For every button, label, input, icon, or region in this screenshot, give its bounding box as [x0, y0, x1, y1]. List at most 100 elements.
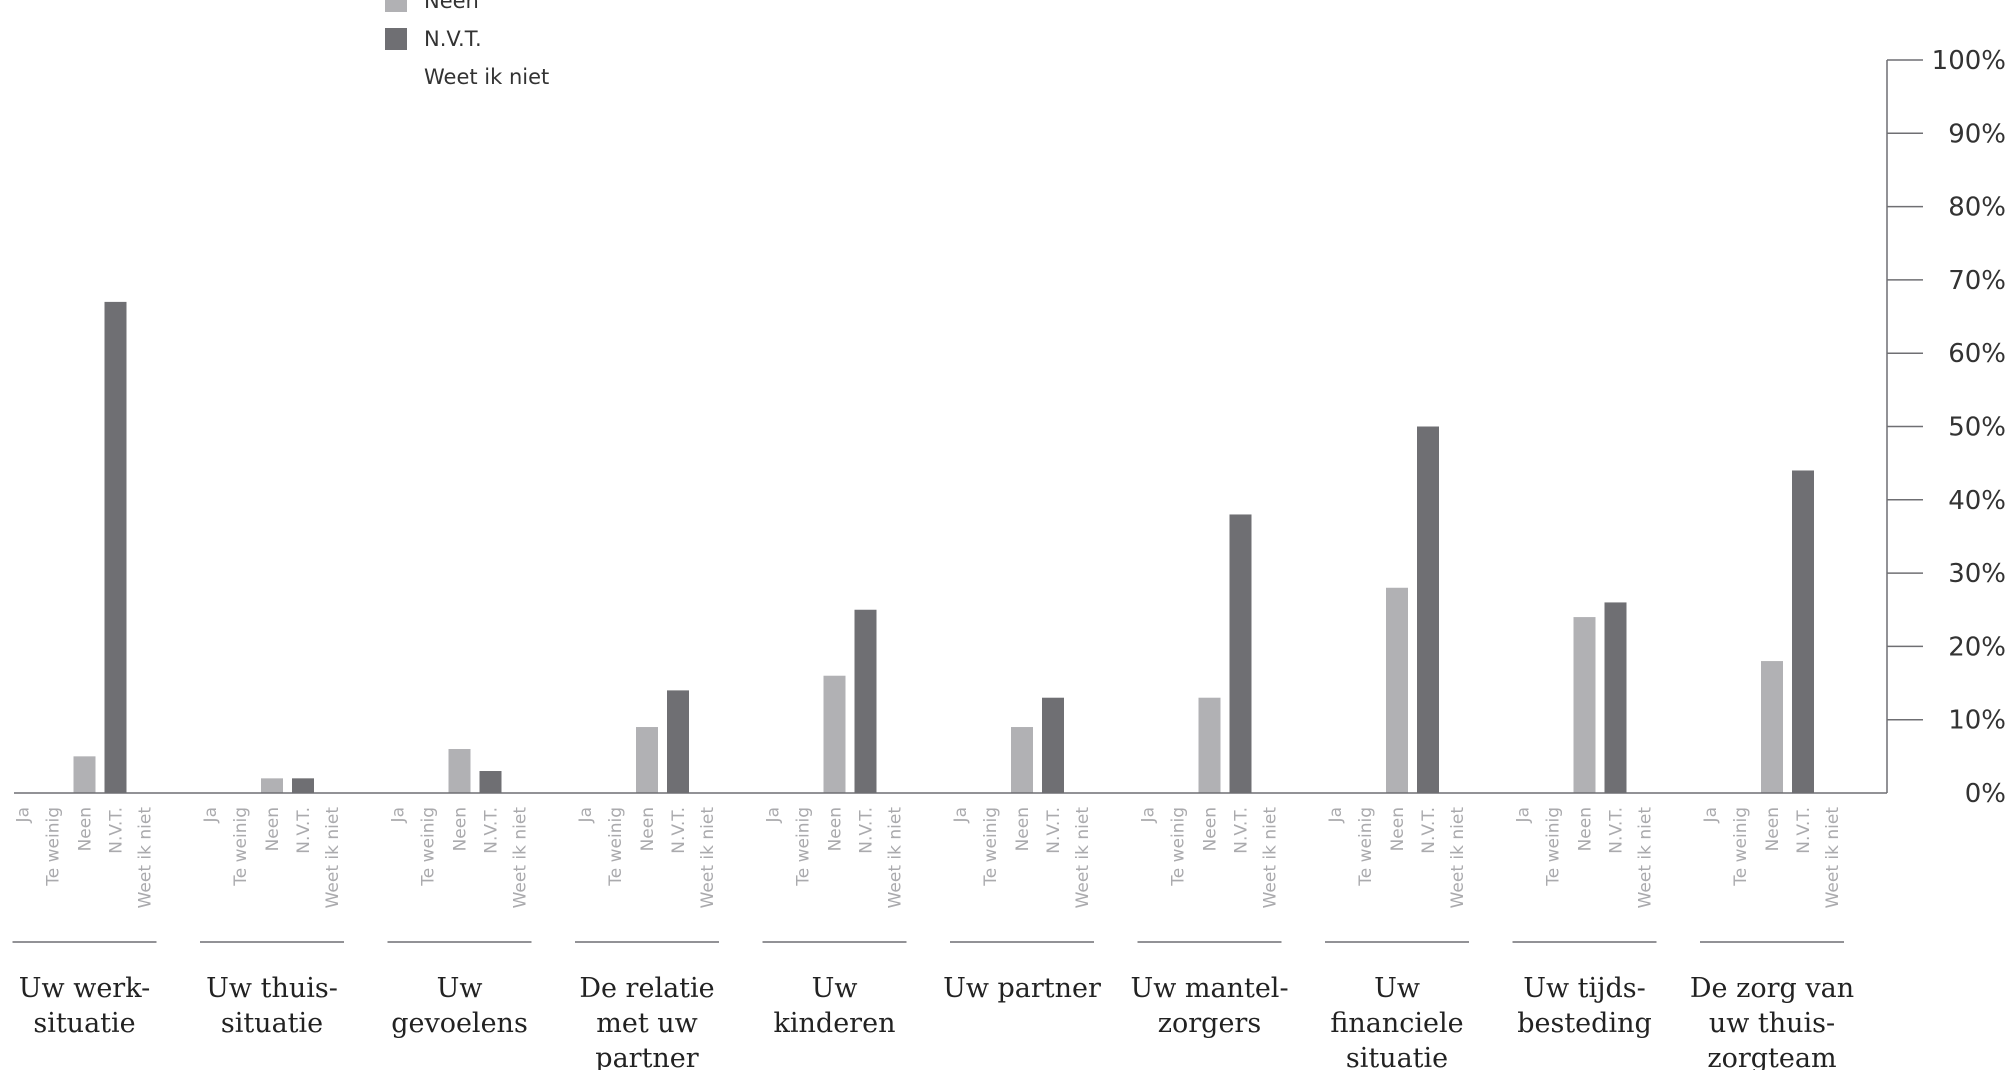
subcategory-label: Te weinig — [1544, 807, 1564, 887]
bar-neen — [823, 675, 846, 793]
legend-label: Weet ik niet — [424, 65, 549, 89]
bar-n-v-t- — [1604, 602, 1627, 793]
subcategory-label: Te weinig — [981, 807, 1001, 887]
subcategory-label: Neen — [638, 807, 658, 851]
bar-n-v-t- — [292, 778, 314, 793]
subcategory-label: Neen — [1388, 807, 1408, 851]
bar-neen — [261, 778, 283, 793]
group-label: zorgers — [1158, 1008, 1261, 1039]
subcategory-label: N.V.T. — [1232, 807, 1252, 854]
subcategory-label: Ja — [576, 807, 596, 823]
y-tick-label: 90% — [1948, 119, 2006, 149]
subcategory-label: Weet ik niet — [1823, 807, 1843, 909]
y-tick-label: 100% — [1932, 46, 2006, 76]
group-label: Uw tijds- — [1523, 973, 1646, 1004]
subcategory-label: Te weinig — [419, 807, 439, 887]
y-tick-label: 10% — [1948, 706, 2006, 736]
subcategory-label: Te weinig — [231, 807, 251, 887]
group-label: Uw thuis- — [206, 973, 338, 1004]
subcategory-labels: Ja Te weinig Neen N.V.T. Weet ik niet Ja Te we… — [14, 807, 1844, 909]
subcategory-label: Neen — [451, 807, 471, 851]
bar-n-v-t- — [1042, 697, 1064, 793]
subcategory-label: Neen — [1201, 807, 1221, 851]
subcategory-label: Ja — [1701, 807, 1721, 823]
subcategory-label: Weet ik niet — [886, 807, 906, 909]
bars — [73, 301, 1814, 793]
subcategory-label: Te weinig — [794, 807, 814, 887]
subcategory-label: N.V.T. — [1419, 807, 1439, 854]
subcategory-label: Weet ik niet — [1636, 807, 1656, 909]
y-tick-label: 60% — [1948, 339, 2006, 369]
subcategory-label: N.V.T. — [1794, 807, 1814, 854]
bar-neen — [1386, 587, 1408, 793]
subcategory-label: Weet ik niet — [136, 807, 156, 909]
legend-label: Neen — [424, 0, 479, 13]
subcategory-label: Ja — [951, 807, 971, 823]
group-label: Uw — [812, 973, 858, 1004]
y-axis: 0% 10% 20% 30% 40% 50% 60% 70% 80% 90% 100% — [14, 46, 2006, 809]
group-label: kinderen — [774, 1008, 896, 1039]
bar-neen — [1573, 617, 1596, 793]
subcategory-label: N.V.T. — [482, 807, 502, 854]
y-tick-label: 80% — [1948, 193, 2006, 223]
subcategory-label: Neen — [1576, 807, 1596, 851]
subcategory-label: Ja — [764, 807, 784, 823]
subcategory-label: Weet ik niet — [698, 807, 718, 909]
subcategory-label: Neen — [826, 807, 846, 851]
subcategory-label: N.V.T. — [294, 807, 314, 854]
group-label: Uw partner — [943, 973, 1101, 1004]
bar-neen — [1198, 697, 1221, 793]
bar-n-v-t- — [104, 301, 127, 793]
subcategory-label: Ja — [1139, 807, 1159, 823]
subcategory-label: Weet ik niet — [511, 807, 531, 909]
legend-label: N.V.T. — [424, 27, 482, 51]
subcategory-label: Weet ik niet — [323, 807, 343, 909]
group-label: uw thuis- — [1709, 1008, 1835, 1039]
bar-n-v-t- — [479, 771, 502, 793]
group-label: gevoelens — [391, 1008, 528, 1039]
bar-neen — [448, 749, 471, 793]
group-label: partner — [595, 1043, 699, 1070]
subcategory-label: N.V.T. — [857, 807, 877, 854]
group-label: De zorg van — [1690, 973, 1854, 1004]
y-tick-label: 70% — [1948, 266, 2006, 296]
group-labels: Uw werk-situatie Uw thuis-situatie Uw gevoe… — [12, 941, 1854, 1070]
group-label: besteding — [1517, 1008, 1652, 1039]
bar-n-v-t- — [1417, 426, 1439, 793]
subcategory-label: Neen — [76, 807, 96, 851]
group-label: De relatie — [579, 973, 714, 1004]
group-label: zorgteam — [1707, 1043, 1836, 1070]
subcategory-label: Weet ik niet — [1448, 807, 1468, 909]
y-tick-label: 50% — [1948, 413, 2006, 443]
subcategory-label: Ja — [201, 807, 221, 823]
subcategory-label: N.V.T. — [669, 807, 689, 854]
subcategory-label: Ja — [389, 807, 409, 823]
group-label: situatie — [1346, 1043, 1448, 1070]
bar-neen — [1761, 661, 1783, 793]
subcategory-label: Ja — [14, 807, 34, 823]
subcategory-label: Weet ik niet — [1073, 807, 1093, 909]
group-label: Uw — [1374, 973, 1420, 1004]
subcategory-label: Ja — [1326, 807, 1346, 823]
subcategory-label: N.V.T. — [1044, 807, 1064, 854]
subcategory-label: Te weinig — [1356, 807, 1376, 887]
bar-n-v-t- — [1792, 470, 1814, 793]
subcategory-label: N.V.T. — [1607, 807, 1627, 854]
y-tick-label: 0% — [1965, 779, 2006, 809]
legend: Neen N.V.T. Weet ik niet — [385, 0, 549, 89]
group-label: financiele — [1330, 1008, 1463, 1039]
bar-n-v-t- — [667, 690, 689, 793]
bar-n-v-t- — [854, 609, 877, 793]
subcategory-label: Neen — [1763, 807, 1783, 851]
y-tick-label: 40% — [1948, 486, 2006, 516]
legend-swatch — [385, 0, 407, 12]
subcategory-label: Weet ik niet — [1261, 807, 1281, 909]
subcategory-label: Te weinig — [1169, 807, 1189, 887]
group-label: Uw — [437, 973, 483, 1004]
subcategory-label: N.V.T. — [107, 807, 127, 854]
subcategory-label: Ja — [1514, 807, 1534, 823]
bar-neen — [1011, 727, 1033, 793]
bar-neen — [636, 727, 658, 793]
subcategory-label: Neen — [263, 807, 283, 851]
subcategory-label: Te weinig — [1731, 807, 1751, 887]
